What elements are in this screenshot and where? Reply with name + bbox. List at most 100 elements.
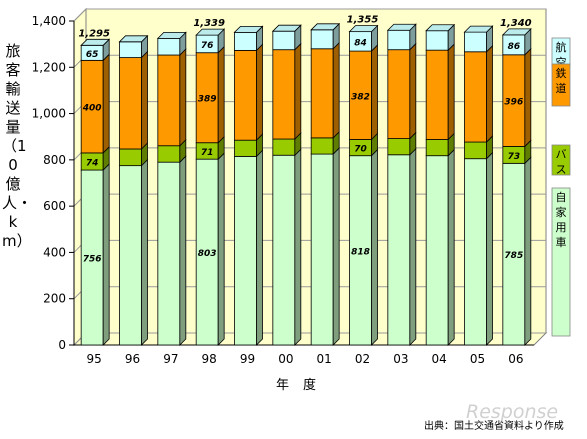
bar-segment-side xyxy=(486,151,493,346)
bar-segment xyxy=(310,137,334,155)
bar-top xyxy=(386,23,417,31)
data-label: 65 xyxy=(86,50,99,60)
legend-swatch xyxy=(551,187,571,337)
bar-segment-side xyxy=(217,152,225,346)
legend-label-char: 家 xyxy=(556,205,567,219)
bar-segment xyxy=(310,29,334,50)
x-tick-label: 04 xyxy=(432,352,447,366)
y-tick-label: 1,200 xyxy=(32,60,66,74)
data-label: 74 xyxy=(86,158,99,168)
bar-segment xyxy=(387,49,411,139)
data-label: 400 xyxy=(82,104,102,114)
data-label: 803 xyxy=(198,249,217,259)
bar-segment xyxy=(157,37,181,56)
bar-segment-side xyxy=(294,148,302,346)
total-label: 1,339 xyxy=(193,18,225,29)
legend-swatch xyxy=(551,144,571,176)
bar-segment-side xyxy=(332,147,340,346)
bar-segment-side xyxy=(102,163,110,346)
data-label: 73 xyxy=(508,152,521,162)
bar-segment xyxy=(234,155,257,346)
y-tick-label: 0 xyxy=(58,338,66,352)
data-label: 785 xyxy=(504,251,523,261)
x-tick-label: 01 xyxy=(317,352,332,366)
x-tick-label: 00 xyxy=(278,352,293,366)
y-tick-label: 1,000 xyxy=(32,107,66,121)
bar-segment-side xyxy=(447,43,455,141)
x-tick-label: 96 xyxy=(125,352,140,366)
bar-segment-side xyxy=(409,42,417,140)
bar-segment-side xyxy=(294,42,302,140)
bar-top xyxy=(501,28,532,36)
y-tick-label: 1,400 xyxy=(32,14,66,28)
x-axis-label: 年度 xyxy=(276,378,331,393)
legend-label-char: 自 xyxy=(556,191,567,204)
x-tick-label: 95 xyxy=(87,352,102,366)
bar-segment-side xyxy=(217,45,225,144)
data-label: 84 xyxy=(354,38,367,48)
bar-segment-side xyxy=(332,41,340,139)
data-label: 396 xyxy=(504,98,523,108)
y-tick-label: 200 xyxy=(43,292,66,306)
source-note: 出典：国土交通省資料より作成 xyxy=(424,421,564,432)
bar-segment-side xyxy=(179,48,187,147)
bar-segment-side xyxy=(141,158,148,346)
x-tick-label: 06 xyxy=(508,352,523,366)
bar-segment xyxy=(425,30,449,51)
bar-segment xyxy=(425,49,449,140)
bar-segment-side xyxy=(102,53,110,154)
x-tick-label: 03 xyxy=(393,352,408,366)
bar-top xyxy=(118,35,149,43)
bar-segment-side xyxy=(256,149,263,346)
bar-segment-side xyxy=(256,43,263,142)
bar-segment xyxy=(310,153,334,346)
bar-top xyxy=(271,24,302,32)
bar-segment xyxy=(119,148,142,167)
y-tick-label: 400 xyxy=(43,245,66,259)
bar-segment xyxy=(119,57,142,150)
data-label: 70 xyxy=(354,145,367,155)
bar-segment-side xyxy=(179,155,187,346)
bar-segment xyxy=(119,165,142,346)
bar-segment xyxy=(272,49,296,140)
bar-segment xyxy=(234,49,257,141)
x-tick-label: 98 xyxy=(202,352,217,366)
data-label: 71 xyxy=(201,148,214,158)
bar-segment xyxy=(157,161,181,346)
bar-segment xyxy=(464,31,487,53)
legend-label-char: 用 xyxy=(556,221,567,234)
data-label: 382 xyxy=(351,92,370,102)
legend-label-char: 車 xyxy=(556,235,567,249)
data-label: 76 xyxy=(201,41,214,51)
legend-label-char: 航 xyxy=(556,40,567,54)
bar-segment xyxy=(425,155,449,346)
gridline xyxy=(73,8,546,22)
bar-segment xyxy=(387,138,411,156)
bar-segment-side xyxy=(524,47,532,148)
bar-segment xyxy=(272,30,296,51)
total-label: 1,295 xyxy=(78,28,110,39)
legend-label-char: バ xyxy=(556,148,567,161)
bar-segment xyxy=(464,158,487,346)
bar-top xyxy=(463,25,494,33)
bar-segment xyxy=(234,139,257,157)
data-label: 818 xyxy=(351,247,370,257)
total-label: 1,355 xyxy=(347,15,379,26)
data-label: 86 xyxy=(508,42,521,52)
bar-segment-side xyxy=(371,44,378,141)
bar-top xyxy=(195,28,226,36)
bar-segment-side xyxy=(524,156,532,346)
bar-segment-side xyxy=(447,148,455,346)
total-label: 1,340 xyxy=(500,18,532,29)
bar-segment xyxy=(425,139,449,157)
y-tick-label: 800 xyxy=(43,153,66,167)
bar-segment xyxy=(157,145,181,163)
bar-segment xyxy=(272,138,296,156)
bar-segment xyxy=(272,154,296,346)
legend-swatch xyxy=(551,63,571,107)
bar-top xyxy=(156,31,187,39)
bar-segment xyxy=(387,29,411,51)
bar-top xyxy=(310,23,341,31)
legend-label-char: 鉄 xyxy=(556,66,567,80)
